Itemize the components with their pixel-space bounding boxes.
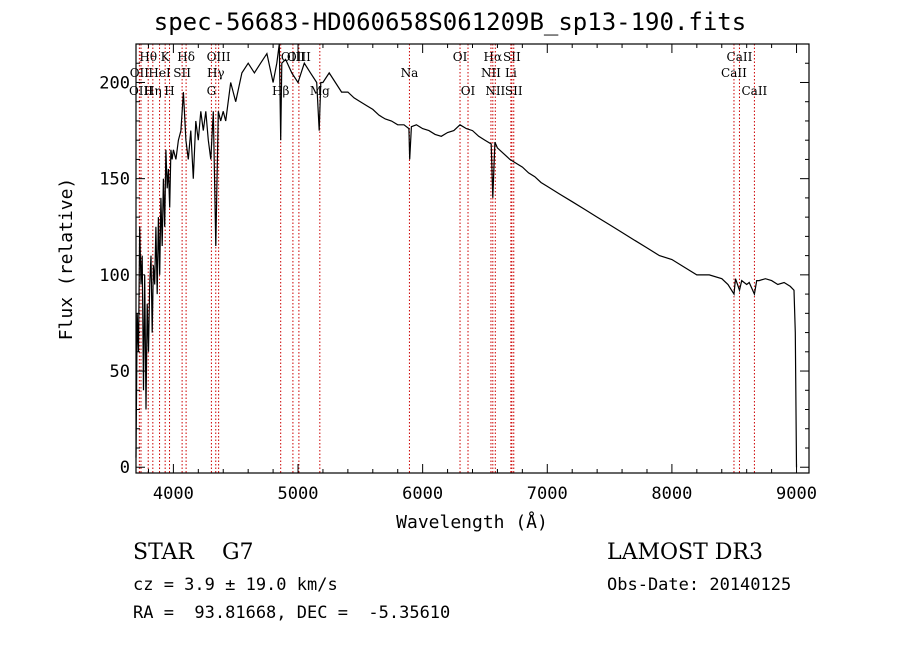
y-axis-label: Flux (relative) <box>56 178 77 341</box>
marker-label: K <box>161 50 171 64</box>
marker-label: Hδ <box>177 50 195 64</box>
chart-title: spec-56683-HD060658S061209B_sp13-190.fit… <box>153 8 747 36</box>
marker-label: CaII <box>721 66 747 80</box>
x-axis-label: Wavelength (Å) <box>396 511 548 533</box>
marker-label: CaII <box>727 50 753 64</box>
marker-label: NII <box>481 66 501 80</box>
marker-label: Hα <box>484 50 503 64</box>
marker-label: OI <box>461 84 476 98</box>
y-tick-label: 200 <box>99 73 130 93</box>
marker-label: OIII <box>207 50 231 64</box>
y-tick-label: 150 <box>99 170 130 190</box>
object-class: STAR G7 <box>133 540 254 565</box>
marker-label: G <box>207 84 217 98</box>
marker-label: OI <box>453 50 468 64</box>
redshift-cz: cz = 3.9 ± 19.0 km/s <box>133 575 338 595</box>
marker-label: SII <box>173 66 191 80</box>
marker-label: NII <box>485 84 505 98</box>
y-tick-label: 50 <box>110 362 130 382</box>
axis-ticks: 4000 5000 6000 7000 8000 9000 0 50 100 150 200 <box>99 44 817 504</box>
marker-label: Hθ <box>139 50 157 64</box>
x-tick-label: 6000 <box>402 484 443 504</box>
obs-date: Obs-Date: 20140125 <box>607 575 792 595</box>
marker-label: OII <box>130 66 150 80</box>
marker-label: Hβ <box>272 84 289 98</box>
ra-dec: RA = 93.81668, DEC = -5.35610 <box>133 603 451 623</box>
y-tick-label: 100 <box>99 266 130 286</box>
marker-label: OIII <box>281 50 305 64</box>
marker-label: CaII <box>741 84 767 98</box>
plot-frame <box>135 43 810 474</box>
marker-label: SII <box>505 84 523 98</box>
x-tick-label: 4000 <box>153 484 194 504</box>
x-tick-label: 5000 <box>278 484 319 504</box>
marker-label: OIII <box>287 50 311 64</box>
marker-label: HeI <box>148 66 171 80</box>
survey-name: LAMOST DR3 <box>607 540 763 565</box>
y-tick-label: 0 <box>120 458 130 478</box>
marker-label: SII <box>503 50 521 64</box>
x-tick-label: 8000 <box>651 484 692 504</box>
marker-label: OIII <box>129 84 153 98</box>
marker-label: Hγ <box>207 66 225 80</box>
marker-label: H <box>164 84 174 98</box>
x-tick-label: 7000 <box>527 484 568 504</box>
x-tick-label: 9000 <box>776 484 817 504</box>
marker-label: Li <box>505 66 517 80</box>
marker-label: Na <box>401 66 419 80</box>
spectrum-line <box>135 43 798 468</box>
marker-label: Hη <box>144 84 162 98</box>
